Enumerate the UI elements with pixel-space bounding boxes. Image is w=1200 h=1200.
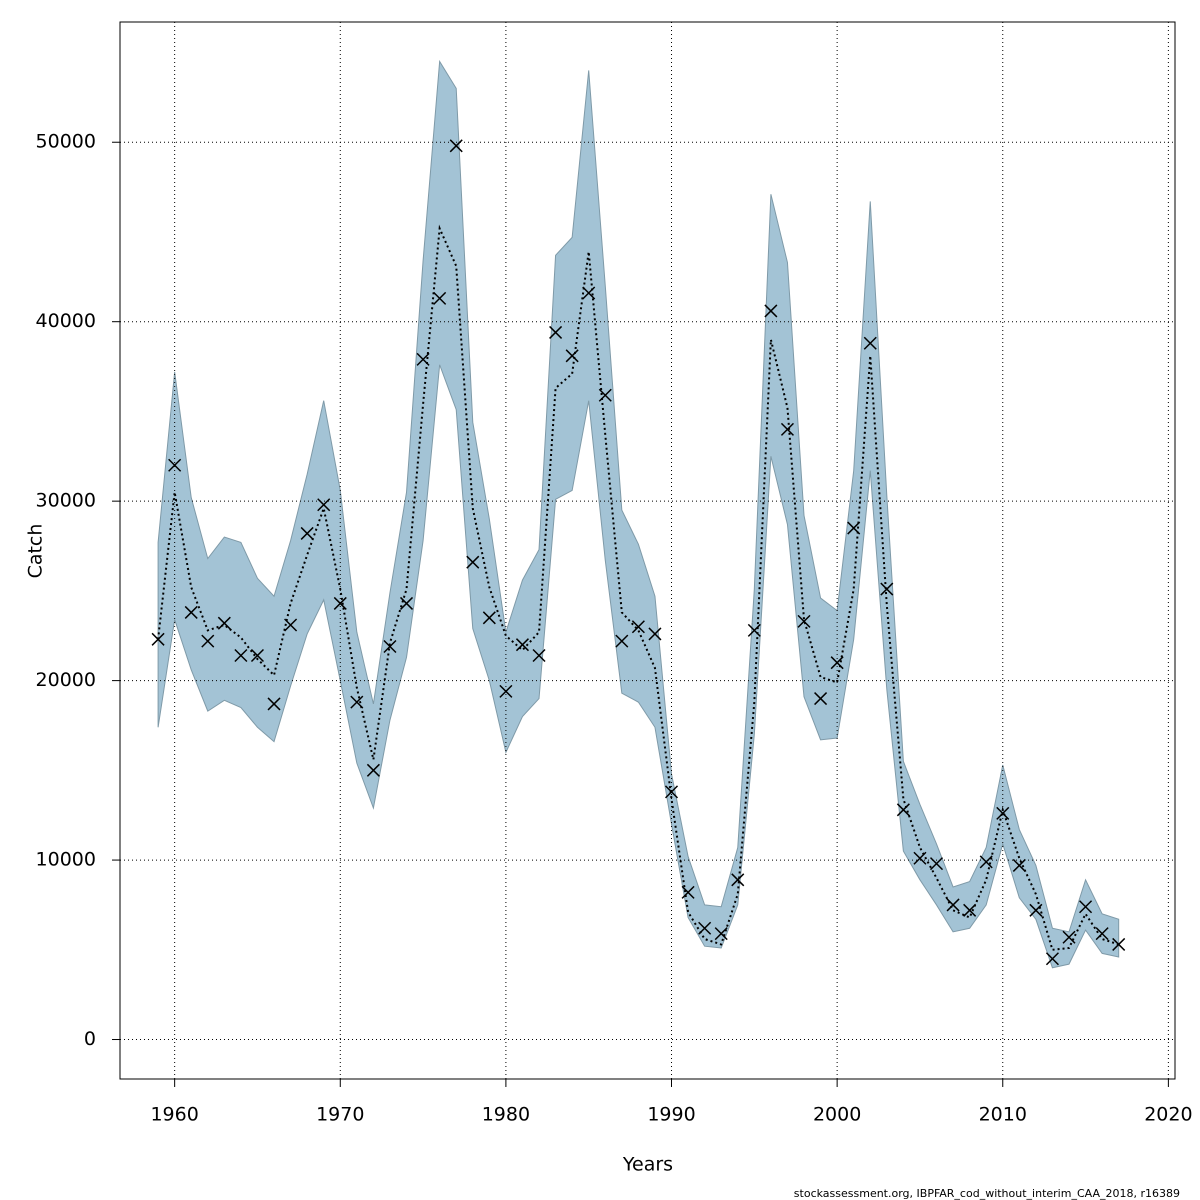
observed-point (433, 291, 447, 305)
observed-point (946, 898, 960, 912)
plot-frame (119, 21, 1176, 1080)
observed-point (350, 695, 364, 709)
observed-point (250, 648, 264, 663)
observed-point (234, 648, 248, 663)
observed-point (896, 803, 910, 817)
x-axis-label: Years (622, 1154, 673, 1176)
observed-point (681, 885, 695, 899)
observed-point (929, 857, 944, 871)
observed-point (184, 605, 198, 619)
observed-point (366, 763, 380, 777)
observed-point (482, 611, 496, 625)
x-tick-label: 2010 (979, 1104, 1027, 1126)
observed-point (1112, 937, 1126, 951)
y-axis-label: Catch (25, 524, 47, 579)
observed-point (317, 498, 331, 512)
y-tick-label: 30000 (36, 490, 96, 512)
observed-point (399, 596, 414, 610)
observed-point (168, 458, 182, 472)
observed-point (1062, 930, 1076, 944)
observed-point (267, 697, 281, 711)
observed-point (201, 634, 215, 648)
observed-point (880, 582, 894, 596)
estimate-line (157, 224, 1119, 951)
observed-point (979, 855, 993, 869)
observed-point (747, 623, 761, 637)
observed-point (151, 632, 165, 646)
y-tick-label: 10000 (36, 849, 96, 871)
y-tick-label: 50000 (36, 131, 96, 153)
observed-point (631, 620, 645, 634)
observed-point (1095, 927, 1109, 941)
observed-point (1029, 903, 1043, 917)
observed-point (731, 873, 745, 887)
observed-point (863, 336, 877, 350)
observed-point (565, 349, 579, 363)
observed-point (615, 634, 629, 648)
observed-point (847, 521, 861, 535)
observed-point (383, 639, 397, 654)
y-tick-label: 0 (84, 1028, 96, 1050)
observed-point (714, 927, 728, 941)
observed-point (648, 627, 662, 641)
observed-point (582, 286, 596, 300)
observed-point (698, 921, 712, 935)
y-tick-label: 40000 (36, 310, 96, 332)
observed-point (333, 596, 347, 610)
observed-point (664, 785, 679, 799)
observed-point (913, 851, 927, 865)
x-tick-label: 2000 (813, 1104, 861, 1126)
x-tick-label: 2020 (1144, 1104, 1192, 1126)
observed-point (1012, 858, 1026, 872)
observed-point (217, 616, 231, 630)
x-tick-label: 1970 (316, 1104, 364, 1126)
observed-point (1079, 900, 1093, 914)
observed-point (300, 526, 314, 540)
observed-point (996, 806, 1010, 820)
observed-point (780, 422, 794, 436)
confidence-band (157, 59, 1120, 969)
observed-point (963, 903, 977, 917)
observed-point (466, 555, 480, 569)
observed-point (764, 304, 778, 318)
x-tick-label: 1980 (482, 1104, 530, 1126)
observed-point (598, 388, 612, 402)
x-tick-label: 1960 (150, 1104, 198, 1126)
observed-point (499, 684, 513, 698)
footer: stockassessment.org, IBPFAR_cod_without_… (794, 1187, 1180, 1200)
observed-point (284, 618, 298, 632)
observed-point (532, 648, 546, 663)
observed-point (449, 139, 463, 153)
observed-point (814, 692, 828, 706)
observed-point (830, 656, 844, 670)
observed-point (549, 325, 563, 339)
y-tick-label: 20000 (36, 669, 96, 691)
x-tick-label: 1990 (647, 1104, 695, 1126)
observed-point (416, 352, 430, 366)
observed-point (515, 638, 529, 652)
observed-point (797, 614, 811, 628)
observed-point (1045, 952, 1059, 966)
